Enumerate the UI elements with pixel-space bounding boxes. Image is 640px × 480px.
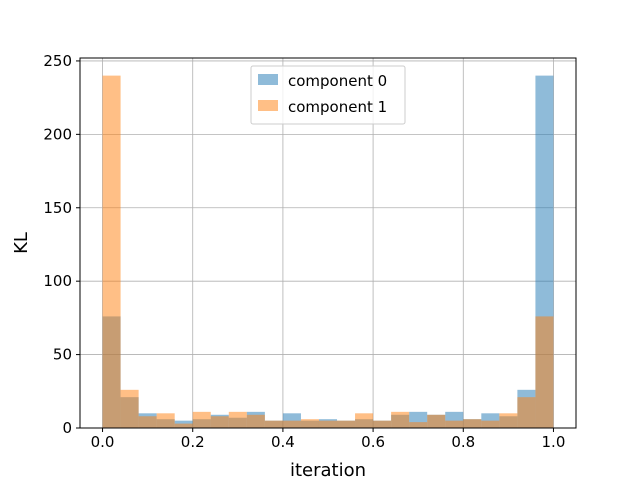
x-axis-label: iteration [290,460,366,480]
legend: component 0 component 1 [250,65,406,125]
bar-component-1 [391,411,410,428]
bar-component-1 [210,416,229,428]
bar-component-1 [355,413,374,428]
x-tick-label: 0.6 [361,433,385,451]
bar-component-1 [264,420,283,428]
bar-component-1 [535,316,554,428]
bar-component-1 [102,75,121,428]
x-tick-label: 0.0 [91,433,115,451]
y-tick-label: 100 [43,272,72,290]
x-tick-label: 1.0 [542,433,566,451]
y-tick-label: 250 [43,52,72,70]
y-tick-label: 0 [62,419,72,437]
bar-component-1 [373,420,392,428]
bar-component-1 [120,389,139,428]
bars-layer [102,75,554,428]
y-tick-label: 200 [43,125,72,143]
bar-component-1 [192,411,211,428]
y-tick-label: 50 [53,346,72,364]
legend-label-component-0: component 0 [288,72,387,90]
bar-component-1 [228,411,247,428]
y-axis-label: KL [11,232,32,254]
x-tick-label: 0.4 [271,433,295,451]
bar-component-1 [409,422,428,428]
bar-component-1 [246,414,265,428]
x-tick-label: 0.2 [181,433,205,451]
bar-component-1 [499,413,518,428]
legend-label-component-1: component 1 [288,98,387,116]
bar-component-1 [174,423,193,428]
legend-box [250,65,406,125]
y-tick-label: 150 [43,199,72,217]
legend-swatch-component-0 [258,74,278,85]
plot-frame [79,57,577,429]
legend-swatch-component-1 [258,100,278,111]
bar-component-1 [318,420,338,428]
bar-component-1 [138,416,157,428]
ticks-layer: 0.0 0.2 0.4 0.6 0.8 1.0 0 50 100 150 200 250 [43,52,565,451]
x-tick-label: 0.8 [451,433,475,451]
bar-component-1 [337,420,356,428]
bar-component-1 [481,420,500,428]
bar-component-1 [427,414,446,428]
bar-component-1 [445,420,464,428]
bar-component-1 [517,397,536,428]
bar-component-1 [282,420,301,428]
bar-component-1 [463,419,482,428]
bar-component-1 [156,413,175,428]
bar-component-1 [300,419,319,428]
